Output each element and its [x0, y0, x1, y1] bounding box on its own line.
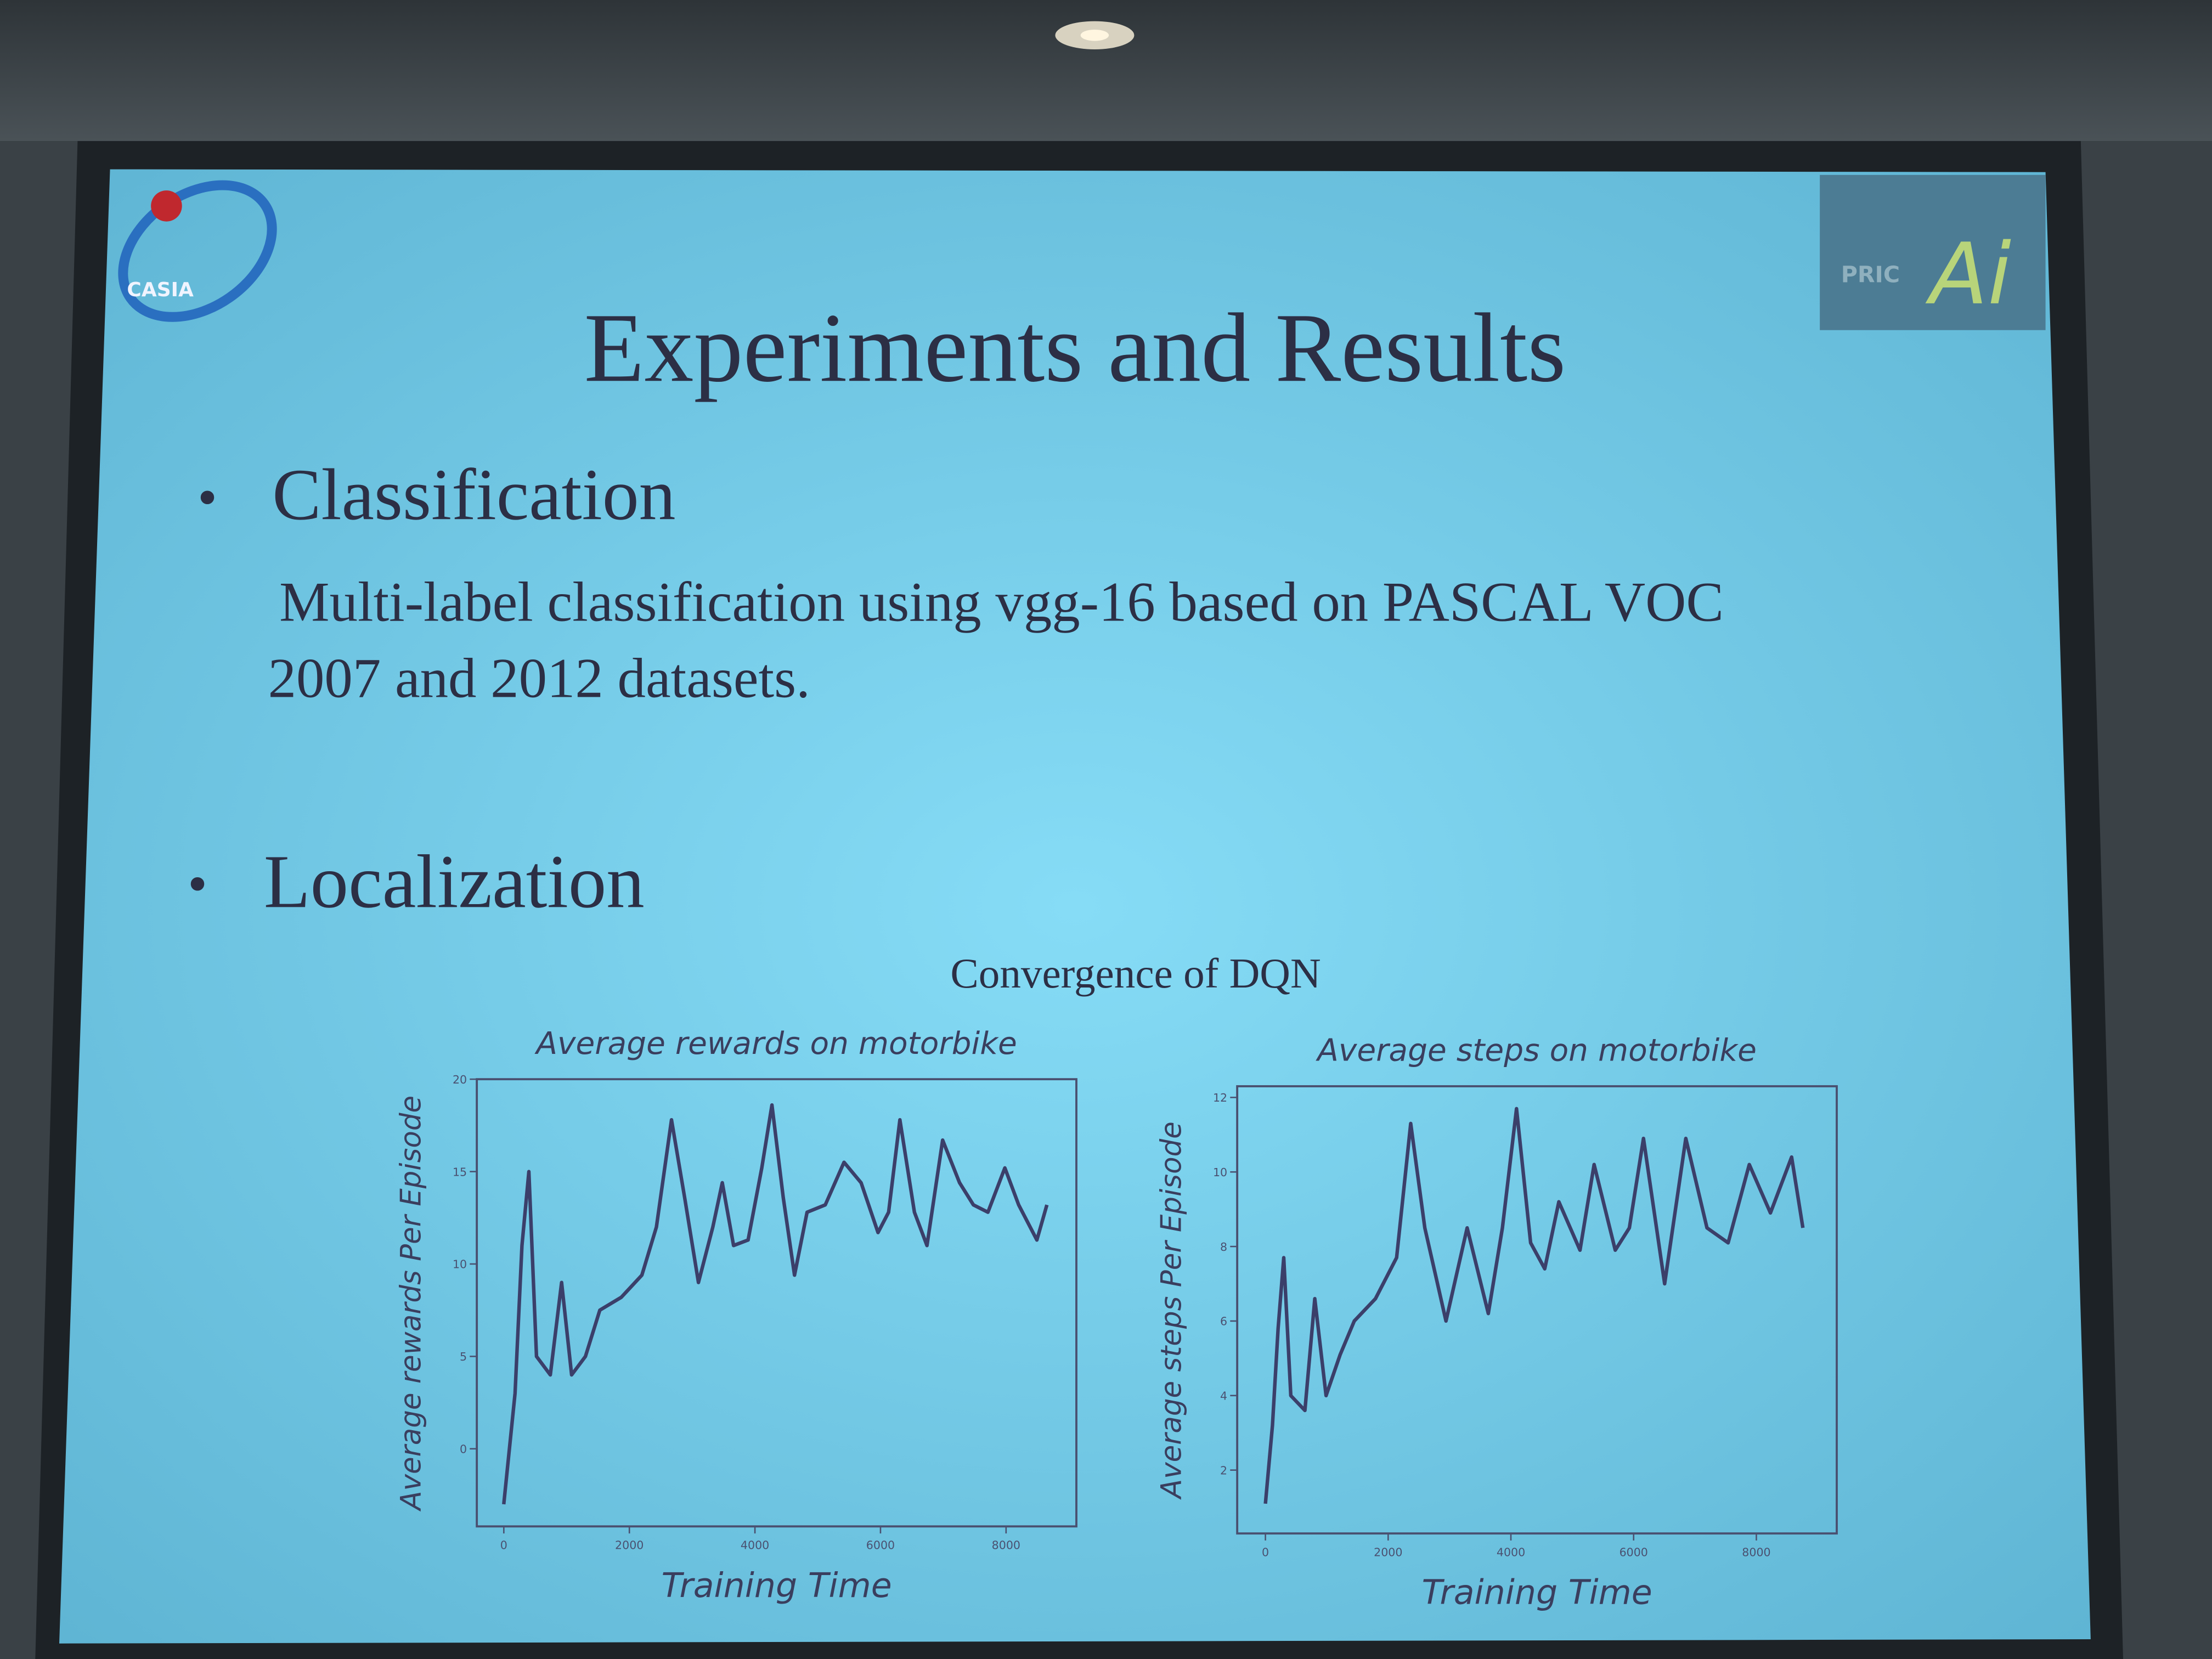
- bullet-text: Multi-label classification using vgg-16 …: [279, 571, 1724, 633]
- bullet-dot: •: [188, 853, 207, 916]
- x-tick-label: 6000: [1620, 1545, 1648, 1559]
- y-tick-label: 10: [453, 1258, 467, 1271]
- y-tick-label: 8: [1220, 1240, 1227, 1254]
- logo-right-text: PRIC: [1841, 261, 1900, 287]
- x-tick-label: 8000: [992, 1538, 1020, 1551]
- ceiling: [0, 0, 2212, 142]
- data-line: [502, 1103, 1049, 1505]
- y-tick-label: 10: [1213, 1166, 1227, 1179]
- x-tick-label: 4000: [1497, 1545, 1525, 1559]
- y-tick-label: 2: [1220, 1464, 1227, 1477]
- bullet-dot: •: [198, 466, 217, 529]
- plot-frame: [1236, 1085, 1838, 1535]
- figure-title: Convergence of DQN: [950, 950, 1321, 997]
- logo-left-text: CASIA: [127, 279, 194, 301]
- y-tick-label: 4: [1220, 1390, 1227, 1403]
- ceiling-light-core: [1080, 30, 1109, 41]
- x-tick-label: 2000: [615, 1538, 644, 1551]
- x-tick-label: 0: [500, 1538, 507, 1551]
- slide: [59, 169, 2091, 1644]
- x-tick-label: 0: [1262, 1545, 1269, 1559]
- chart-title: Average rewards on motorbike: [534, 1025, 1017, 1062]
- bullet-text: 2007 and 2012 datasets.: [268, 647, 810, 709]
- logo-right-box: [1820, 174, 2046, 330]
- chart-title: Average steps on motorbike: [1315, 1032, 1757, 1069]
- x-tick-label: 2000: [1374, 1545, 1402, 1559]
- y-axis-label: Average steps Per Episode: [1155, 1121, 1188, 1500]
- logo-right-mark: Ai: [1925, 225, 2012, 324]
- y-tick-label: 0: [460, 1443, 467, 1456]
- y-tick-label: 5: [460, 1350, 467, 1363]
- y-tick-label: 15: [453, 1165, 467, 1178]
- y-tick-label: 6: [1220, 1315, 1227, 1328]
- y-axis-label: Average rewards Per Episode: [394, 1096, 427, 1512]
- x-axis-label: Training Time: [661, 1566, 891, 1605]
- bullet-heading: Classification: [272, 454, 675, 535]
- logo-left-dot: [151, 190, 182, 222]
- x-axis-label: Training Time: [1421, 1573, 1652, 1612]
- y-tick-label: 20: [453, 1073, 467, 1086]
- x-tick-label: 6000: [866, 1538, 895, 1551]
- plot-frame: [476, 1078, 1077, 1528]
- bullet-heading: Localization: [264, 839, 645, 924]
- slide-title: Experiments and Results: [584, 293, 1566, 402]
- x-tick-label: 8000: [1742, 1545, 1770, 1559]
- data-line: [1263, 1107, 1805, 1504]
- y-tick-label: 12: [1213, 1091, 1227, 1104]
- x-tick-label: 4000: [741, 1538, 769, 1551]
